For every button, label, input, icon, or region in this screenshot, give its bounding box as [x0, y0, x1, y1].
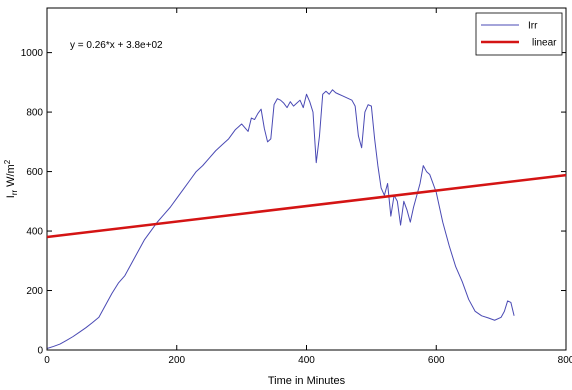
- x-tick-label: 0: [44, 355, 50, 366]
- legend: Irr linear: [476, 13, 562, 55]
- x-axis-label: Time in Minutes: [268, 375, 346, 387]
- y-tick-label: 1000: [21, 48, 44, 59]
- y-axis-label-unit-sup: 2: [3, 159, 12, 164]
- y-tick-label: 600: [26, 167, 43, 178]
- y-tick-label: 0: [37, 346, 43, 357]
- x-tick-label: 200: [168, 355, 185, 366]
- x-tick-label: 400: [298, 355, 315, 366]
- y-tick-label: 800: [26, 108, 43, 119]
- y-axis-label-unit: W/m: [5, 164, 17, 187]
- y-axis-label-base-sub: rr: [10, 190, 19, 196]
- y-tick-label: 400: [26, 227, 43, 238]
- legend-box: [476, 13, 562, 55]
- x-tick-label: 600: [428, 355, 445, 366]
- x-tick-label: 800: [558, 355, 572, 366]
- legend-label-linear: linear: [532, 38, 557, 49]
- regression-equation: y = 0.26*x + 3.8e+02: [70, 40, 163, 51]
- y-tick-label: 200: [26, 286, 43, 297]
- legend-label-irr: Irr: [528, 21, 538, 32]
